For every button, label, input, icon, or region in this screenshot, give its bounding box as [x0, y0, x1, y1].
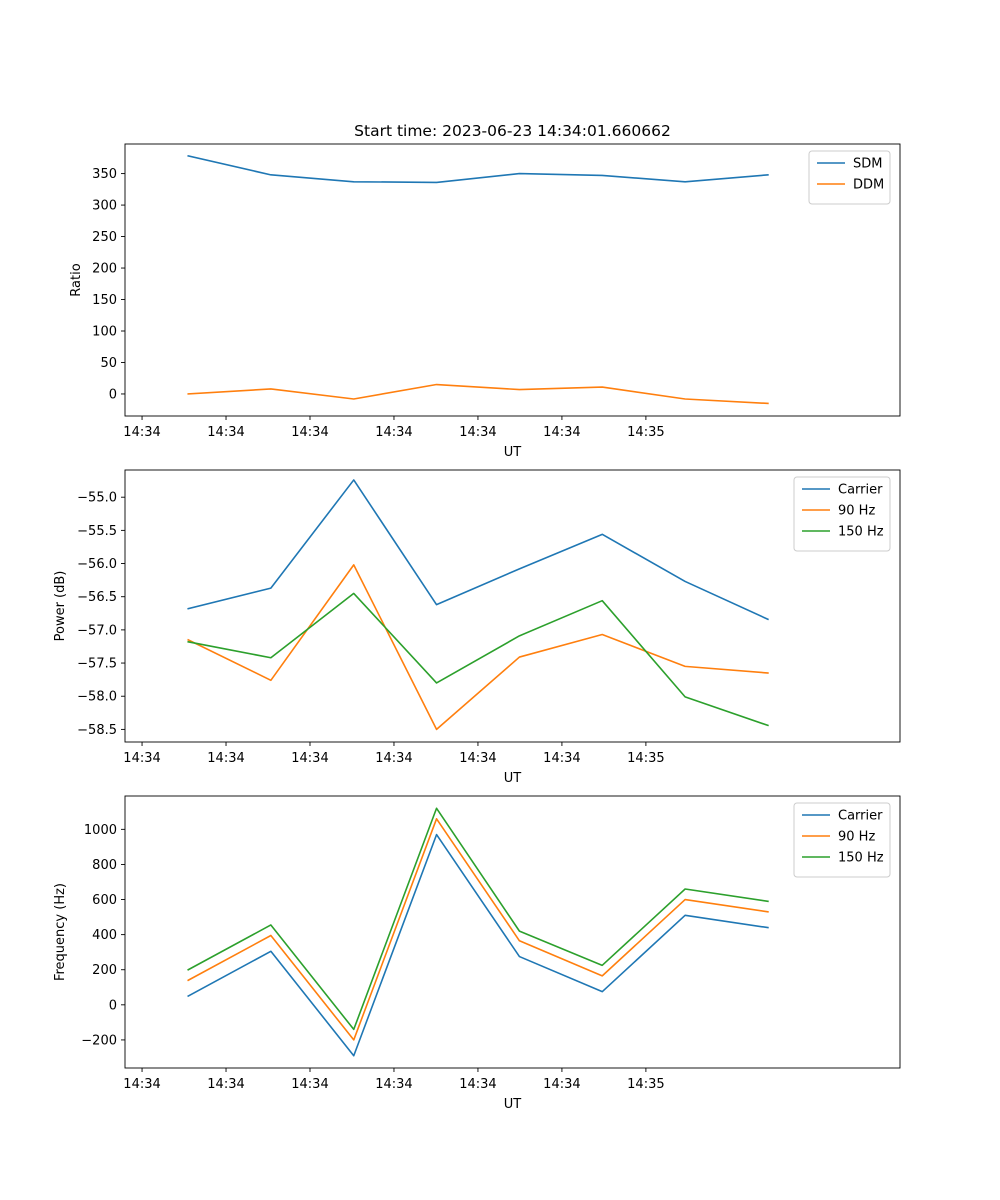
legend-label: SDM [853, 157, 882, 172]
y-tick-label: 0 [109, 387, 117, 402]
x-axis-label: UT [504, 771, 522, 786]
x-tick-label: 14:34 [291, 425, 328, 440]
y-tick-label: −56.5 [77, 590, 117, 605]
y-axis-label: Frequency (Hz) [53, 883, 68, 981]
y-tick-label: −57.0 [77, 623, 117, 638]
series-line-90-hz [187, 818, 769, 1041]
x-tick-label: 14:34 [123, 751, 160, 766]
y-tick-label: 600 [92, 893, 117, 908]
x-tick-label: 14:34 [375, 751, 412, 766]
series-line-carrier [187, 833, 769, 1057]
panels: 14:34 14:34 14:34 14:34 14:34 14:34 14:35 0 50 10… [53, 143, 901, 1112]
series-line-carrier [187, 479, 769, 621]
y-tick-label: −58.5 [77, 723, 117, 738]
x-tick-label: 14:34 [207, 1077, 244, 1092]
axes-frame [124, 795, 901, 1069]
x-axis-label: UT [504, 445, 522, 460]
x-tick-label: 14:34 [459, 425, 496, 440]
y-tick-label: 400 [92, 928, 117, 943]
y-tick-label: 150 [92, 293, 117, 308]
y-tick-label: 300 [92, 199, 117, 214]
x-tick-label: 14:34 [291, 1077, 328, 1092]
y-tick-label: −58.0 [77, 690, 117, 705]
y-tick-label: −200 [81, 1033, 117, 1048]
legend-label: Carrier [838, 809, 883, 824]
legend-box [793, 476, 891, 552]
y-tick-label: 250 [92, 230, 117, 245]
x-tick-label: 14:34 [375, 1077, 412, 1092]
x-tick-label: 14:34 [123, 425, 160, 440]
y-axis-label: Power (dB) [53, 571, 68, 642]
legend-label: 150 Hz [838, 525, 884, 540]
legend-label: 150 Hz [838, 851, 884, 866]
legend-box [808, 150, 891, 205]
chart-panel-2: 14:34 14:34 14:34 14:34 14:34 14:34 14:35 −58.5… [53, 469, 901, 786]
x-tick-label: 14:34 [291, 751, 328, 766]
y-tick-label: −57.5 [77, 657, 117, 672]
legend-label: DDM [853, 178, 884, 193]
x-tick-label: 14:34 [543, 425, 580, 440]
y-tick-label: 50 [100, 356, 117, 371]
legend-label: 90 Hz [838, 504, 875, 519]
y-tick-label: −55.0 [77, 491, 117, 506]
y-tick-label: 200 [92, 262, 117, 277]
series-line-ddm [187, 383, 769, 405]
y-tick-label: 200 [92, 963, 117, 978]
y-tick-label: 800 [92, 858, 117, 873]
x-tick-label: 14:34 [207, 425, 244, 440]
x-axis-label: UT [504, 1097, 522, 1112]
y-tick-label: 100 [92, 325, 117, 340]
legend-label: 90 Hz [838, 830, 875, 845]
y-axis-label: Ratio [69, 263, 84, 296]
chart-panel-1: 14:34 14:34 14:34 14:34 14:34 14:34 14:35 0 50 10… [69, 143, 901, 460]
x-tick-label: 14:35 [627, 425, 664, 440]
y-tick-label: −55.5 [77, 524, 117, 539]
y-tick-label: −56.0 [77, 557, 117, 572]
chart-panel-3: 14:34 14:34 14:34 14:34 14:34 14:34 14:35 −200 0… [53, 795, 901, 1112]
x-tick-label: 14:34 [123, 1077, 160, 1092]
y-tick-label: 0 [109, 998, 117, 1013]
legend-label: Carrier [838, 483, 883, 498]
x-tick-label: 14:35 [627, 751, 664, 766]
series-line-90-hz [187, 564, 769, 731]
x-tick-label: 14:34 [459, 751, 496, 766]
axes-frame [124, 469, 901, 743]
series-line-sdm [187, 155, 769, 184]
x-tick-label: 14:34 [375, 425, 412, 440]
x-tick-label: 14:34 [543, 751, 580, 766]
series-line-150-hz [187, 592, 769, 727]
figure-title: Start time: 2023-06-23 14:34:01.660662 [354, 122, 671, 140]
x-tick-label: 14:34 [543, 1077, 580, 1092]
x-tick-label: 14:34 [459, 1077, 496, 1092]
axes-frame [124, 143, 901, 417]
y-tick-label: 350 [92, 167, 117, 182]
y-tick-label: 1000 [84, 823, 117, 838]
series-line-150-hz [187, 807, 769, 1031]
x-tick-label: 14:35 [627, 1077, 664, 1092]
legend-box [793, 802, 891, 878]
x-tick-label: 14:34 [207, 751, 244, 766]
